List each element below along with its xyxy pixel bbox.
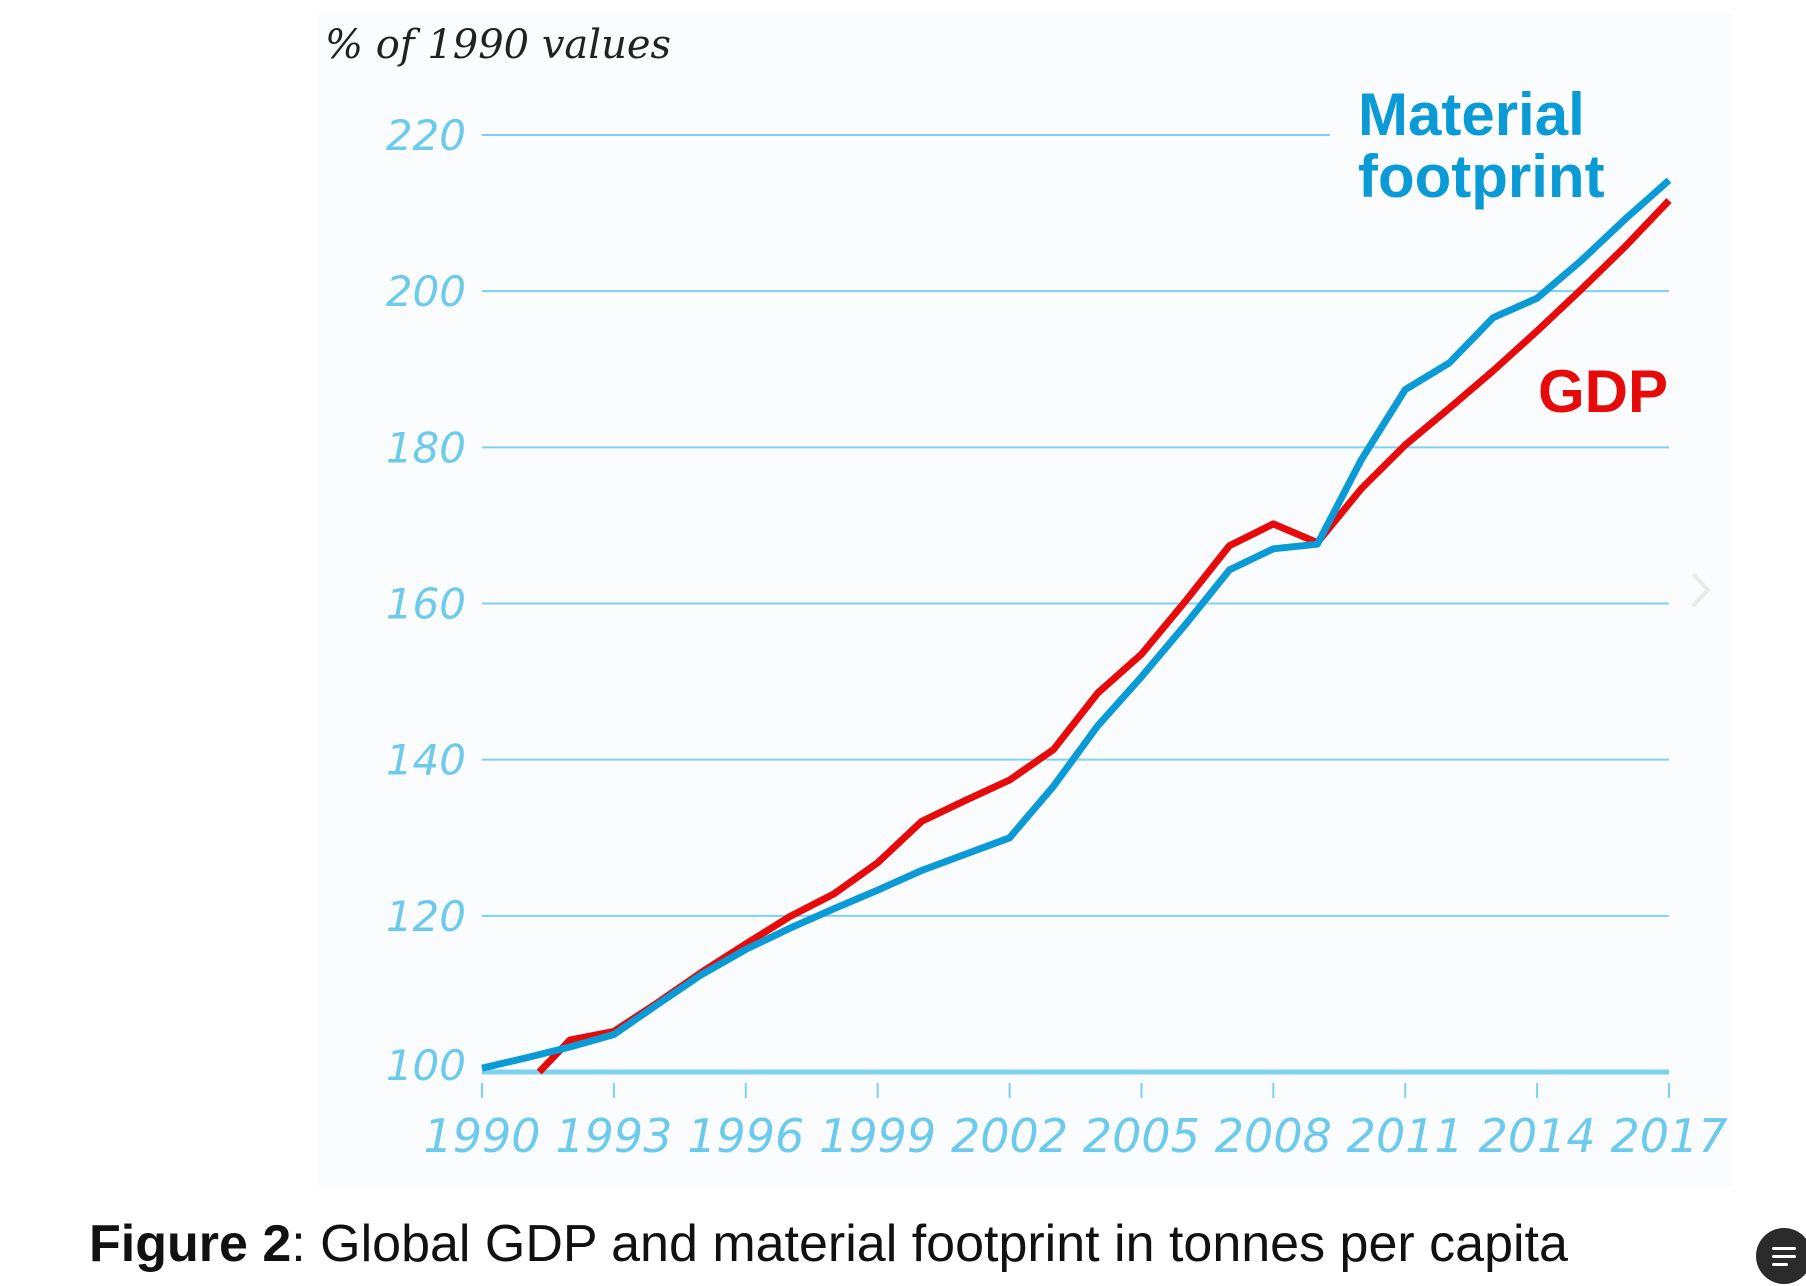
scan-icon-line [1772, 1255, 1796, 1258]
x-tick-label-2011: 2011 [1347, 1109, 1464, 1163]
caption-text: : Global GDP and material footprint in t… [291, 1215, 1568, 1273]
scan-icon-line [1772, 1247, 1796, 1250]
caption-figure-number: Figure 2 [89, 1215, 292, 1273]
scan-icon-line [1772, 1263, 1788, 1266]
x-tick-label-2008: 2008 [1215, 1109, 1332, 1163]
x-tick-label-1999: 1999 [819, 1109, 936, 1163]
x-tick-label-1993: 1993 [555, 1109, 672, 1163]
y-tick-label-220: 220 [386, 111, 466, 160]
figure-caption: Figure 2: Global GDP and material footpr… [89, 1214, 1568, 1274]
series-label-material-line2: footprint [1358, 143, 1605, 210]
series-label-material-line1: Material [1358, 81, 1585, 148]
y-tick-label-100: 100 [386, 1041, 466, 1090]
scan-text-icon[interactable] [1756, 1228, 1806, 1284]
y-axis-title: % of 1990 values [325, 22, 671, 68]
x-tick-label-2002: 2002 [951, 1109, 1068, 1163]
next-chevron-icon[interactable] [1691, 572, 1711, 608]
x-tick-label-1996: 1996 [687, 1109, 804, 1163]
series-label-gdp: GDP [1538, 358, 1668, 425]
x-tick-label-2005: 2005 [1083, 1109, 1200, 1163]
series-line-material-footprint [481, 177, 1672, 1072]
y-tick-label-140: 140 [386, 736, 466, 785]
y-tick-label-180: 180 [386, 423, 466, 472]
y-tick-label-120: 120 [386, 892, 466, 941]
x-tick-label-2014: 2014 [1479, 1109, 1596, 1163]
x-tick-label-2017: 2017 [1610, 1109, 1727, 1163]
y-tick-label-200: 200 [386, 267, 466, 316]
x-tick-label-1990: 1990 [423, 1109, 540, 1163]
chart-panel [317, 14, 1734, 1186]
y-tick-label-160: 160 [386, 580, 466, 629]
